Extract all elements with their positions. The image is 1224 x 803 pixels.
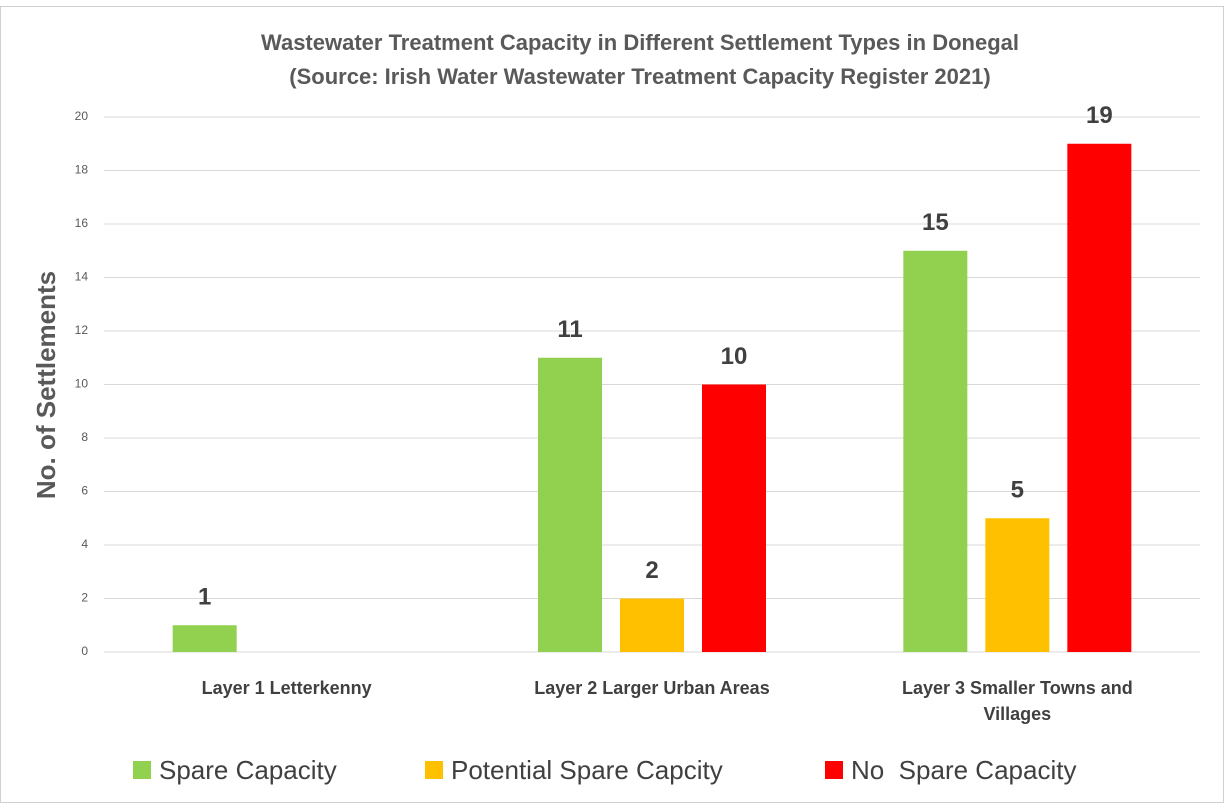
legend-label: Potential Spare Capcity <box>451 754 723 785</box>
data-label: 19 <box>1086 102 1113 129</box>
legend-label: Spare Capacity <box>159 754 337 785</box>
legend-item: No Spare Capacity <box>825 752 1076 788</box>
bar <box>702 384 766 652</box>
y-tick-label: 10 <box>75 377 89 391</box>
y-tick-label: 6 <box>81 484 88 498</box>
y-tick-label: 16 <box>75 216 89 230</box>
y-tick-label: 4 <box>81 537 88 551</box>
legend-swatch <box>825 761 843 779</box>
data-label: 2 <box>645 557 658 584</box>
y-tick-label: 18 <box>75 163 89 177</box>
data-label: 5 <box>1011 477 1024 504</box>
legend-item: Potential Spare Capcity <box>425 752 723 788</box>
y-tick-label: 8 <box>81 430 88 444</box>
data-label: 15 <box>922 209 949 236</box>
bar <box>538 357 602 652</box>
y-tick-label: 12 <box>75 323 89 337</box>
data-label: 1 <box>198 584 211 611</box>
bar <box>985 518 1050 652</box>
bar <box>620 598 684 652</box>
x-tick-label: Layer 1 Letterkenny <box>201 678 372 698</box>
y-tick-label: 0 <box>81 644 88 658</box>
legend-label: No Spare Capacity <box>851 754 1077 785</box>
x-tick-label: Layer 2 Larger Urban Areas <box>534 678 770 698</box>
legend-swatch <box>133 761 151 779</box>
y-tick-label: 2 <box>81 591 88 605</box>
x-tick-label: Layer 3 Smaller Towns and Villages <box>901 678 1133 724</box>
frame <box>0 6 1224 803</box>
data-label: 11 <box>557 316 582 343</box>
data-label: 10 <box>721 343 748 370</box>
chart-title: Wastewater Treatment Capacity in Differe… <box>261 30 1019 55</box>
bar <box>172 625 237 652</box>
chart-subtitle: (Source: Irish Water Wastewater Treatmen… <box>289 64 990 89</box>
y-tick-label: 14 <box>75 270 89 284</box>
bar <box>903 250 968 652</box>
y-axis-label: No. of Settlements <box>31 271 61 499</box>
bar <box>1067 143 1132 652</box>
y-tick-label: 20 <box>75 109 89 123</box>
legend-swatch <box>425 761 443 779</box>
legend-item: Spare Capacity <box>133 752 337 788</box>
